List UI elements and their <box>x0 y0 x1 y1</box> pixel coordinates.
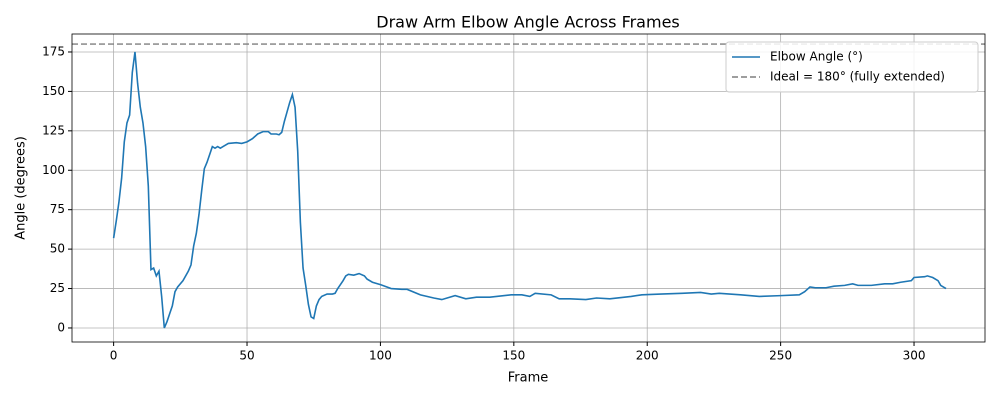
y-tick-label: 175 <box>42 44 65 58</box>
y-tick-label: 125 <box>42 123 65 137</box>
y-tick-label: 75 <box>50 202 65 216</box>
y-tick-label: 100 <box>42 163 65 177</box>
chart-title: Draw Arm Elbow Angle Across Frames <box>376 13 680 32</box>
x-tick-label: 300 <box>903 349 926 363</box>
y-tick-label: 50 <box>50 242 65 256</box>
x-axis-label: Frame <box>508 371 549 386</box>
plot-frame <box>71 33 986 343</box>
y-tick-label: 150 <box>42 84 65 98</box>
x-tick-label: 200 <box>636 349 659 363</box>
data-line <box>112 51 947 329</box>
y-tick-label: 25 <box>50 281 65 295</box>
x-tick-label: 50 <box>239 349 254 363</box>
legend: Elbow Angle (°) Ideal = 180° (fully exten… <box>725 41 979 93</box>
legend-box <box>725 41 979 93</box>
y-axis-label: Angle (degrees) <box>14 136 29 240</box>
x-tick-label: 100 <box>369 349 392 363</box>
x-tick-label: 150 <box>502 349 525 363</box>
x-tick-label: 250 <box>769 349 792 363</box>
x-tick-label: 0 <box>110 349 118 363</box>
legend-label: Ideal = 180° (fully extended) <box>770 70 945 84</box>
y-tick-label: 0 <box>57 320 65 334</box>
legend-label: Elbow Angle (°) <box>770 50 863 64</box>
